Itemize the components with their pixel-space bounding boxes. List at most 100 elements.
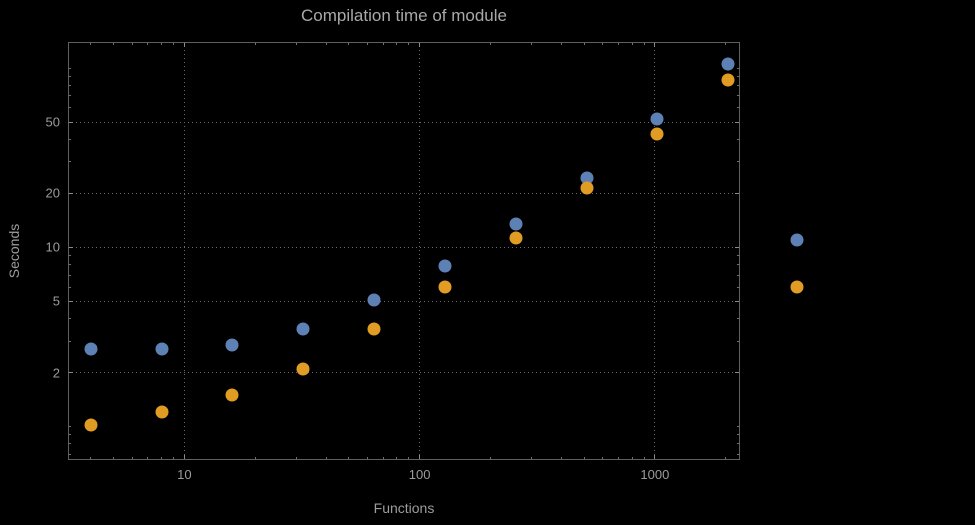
x-minor-tick — [408, 43, 410, 45]
y-major-tick — [69, 121, 73, 123]
data-point-series-1 — [509, 217, 523, 231]
y-minor-tick — [69, 443, 71, 445]
y-gridline — [68, 192, 740, 194]
x-minor-tick — [173, 457, 175, 459]
y-minor-tick — [737, 318, 739, 320]
y-minor-tick — [737, 425, 739, 427]
data-point-series-2 — [721, 73, 735, 87]
x-minor-tick — [382, 457, 384, 459]
y-minor-tick — [69, 425, 71, 427]
y-minor-tick — [737, 453, 739, 455]
x-minor-tick — [147, 457, 149, 459]
x-minor-tick — [173, 43, 175, 45]
y-minor-tick — [737, 255, 739, 257]
data-point-series-1 — [296, 322, 310, 336]
x-minor-tick — [325, 457, 327, 459]
y-major-tick — [735, 246, 739, 248]
y-minor-tick — [737, 443, 739, 445]
x-gridline — [183, 42, 185, 460]
y-minor-tick — [737, 434, 739, 436]
y-minor-tick — [737, 340, 739, 342]
x-axis-label: Functions — [373, 500, 435, 516]
data-point-series-1 — [155, 342, 169, 356]
y-major-tick — [735, 372, 739, 374]
y-minor-tick — [69, 161, 71, 163]
data-point-series-1 — [225, 338, 239, 352]
x-minor-tick — [348, 457, 350, 459]
x-tick-label: 10 — [177, 467, 192, 482]
x-minor-tick — [631, 43, 633, 45]
x-minor-tick — [617, 43, 619, 45]
x-minor-tick — [408, 457, 410, 459]
data-point-series-2 — [155, 405, 169, 419]
y-minor-tick — [737, 161, 739, 163]
x-tick-label: 1000 — [640, 467, 670, 482]
data-point-series-2 — [225, 388, 239, 402]
y-minor-tick — [737, 286, 739, 288]
x-major-tick — [419, 43, 421, 47]
x-minor-tick — [366, 43, 368, 45]
x-minor-tick — [161, 43, 163, 45]
x-minor-tick — [560, 43, 562, 45]
x-gridline — [419, 42, 421, 460]
x-major-tick — [183, 43, 185, 47]
y-minor-tick — [69, 85, 71, 87]
x-minor-tick — [161, 457, 163, 459]
x-minor-tick — [296, 43, 298, 45]
x-tick-label: 100 — [408, 467, 431, 482]
y-gridline — [68, 300, 740, 302]
y-minor-tick — [737, 264, 739, 266]
data-point-series-2 — [650, 127, 664, 141]
x-minor-tick — [254, 457, 256, 459]
y-major-tick — [69, 192, 73, 194]
y-minor-tick — [737, 107, 739, 109]
data-point-series-1 — [367, 293, 381, 307]
x-minor-tick — [396, 43, 398, 45]
y-tick-label: 50 — [45, 114, 60, 130]
data-point-series-2 — [84, 418, 98, 432]
x-minor-tick — [254, 43, 256, 45]
data-point-series-2 — [790, 280, 804, 294]
x-minor-tick — [113, 457, 115, 459]
x-minor-tick — [602, 43, 604, 45]
x-minor-tick — [489, 457, 491, 459]
x-minor-tick — [147, 43, 149, 45]
x-minor-tick — [131, 43, 133, 45]
y-major-tick — [69, 300, 73, 302]
x-minor-tick — [583, 43, 585, 45]
x-minor-tick — [531, 43, 533, 45]
x-minor-tick — [643, 457, 645, 459]
y-minor-tick — [737, 67, 739, 69]
x-major-tick — [654, 43, 656, 47]
x-major-tick — [183, 455, 185, 459]
x-major-tick — [654, 455, 656, 459]
data-point-series-1 — [580, 171, 593, 185]
x-minor-tick — [725, 457, 727, 459]
x-minor-tick — [382, 43, 384, 45]
y-minor-tick — [69, 274, 71, 276]
data-point-series-1 — [438, 259, 452, 273]
y-major-tick — [69, 372, 73, 374]
y-tick-label: 20 — [45, 185, 60, 201]
y-minor-tick — [69, 67, 71, 69]
plot-frame — [68, 42, 740, 460]
x-minor-tick — [643, 43, 645, 45]
y-minor-tick — [737, 85, 739, 87]
y-gridline — [68, 372, 740, 374]
x-minor-tick — [531, 457, 533, 459]
y-tick-label: 2 — [52, 365, 60, 381]
y-minor-tick — [69, 264, 71, 266]
data-point-series-2 — [367, 322, 381, 336]
x-minor-tick — [366, 457, 368, 459]
x-minor-tick — [348, 43, 350, 45]
x-gridline — [654, 42, 656, 460]
x-minor-tick — [489, 43, 491, 45]
y-minor-tick — [69, 138, 71, 140]
x-minor-tick — [90, 457, 92, 459]
y-minor-tick — [737, 95, 739, 97]
x-minor-tick — [296, 457, 298, 459]
x-minor-tick — [583, 457, 585, 459]
x-minor-tick — [725, 43, 727, 45]
y-minor-tick — [737, 138, 739, 140]
